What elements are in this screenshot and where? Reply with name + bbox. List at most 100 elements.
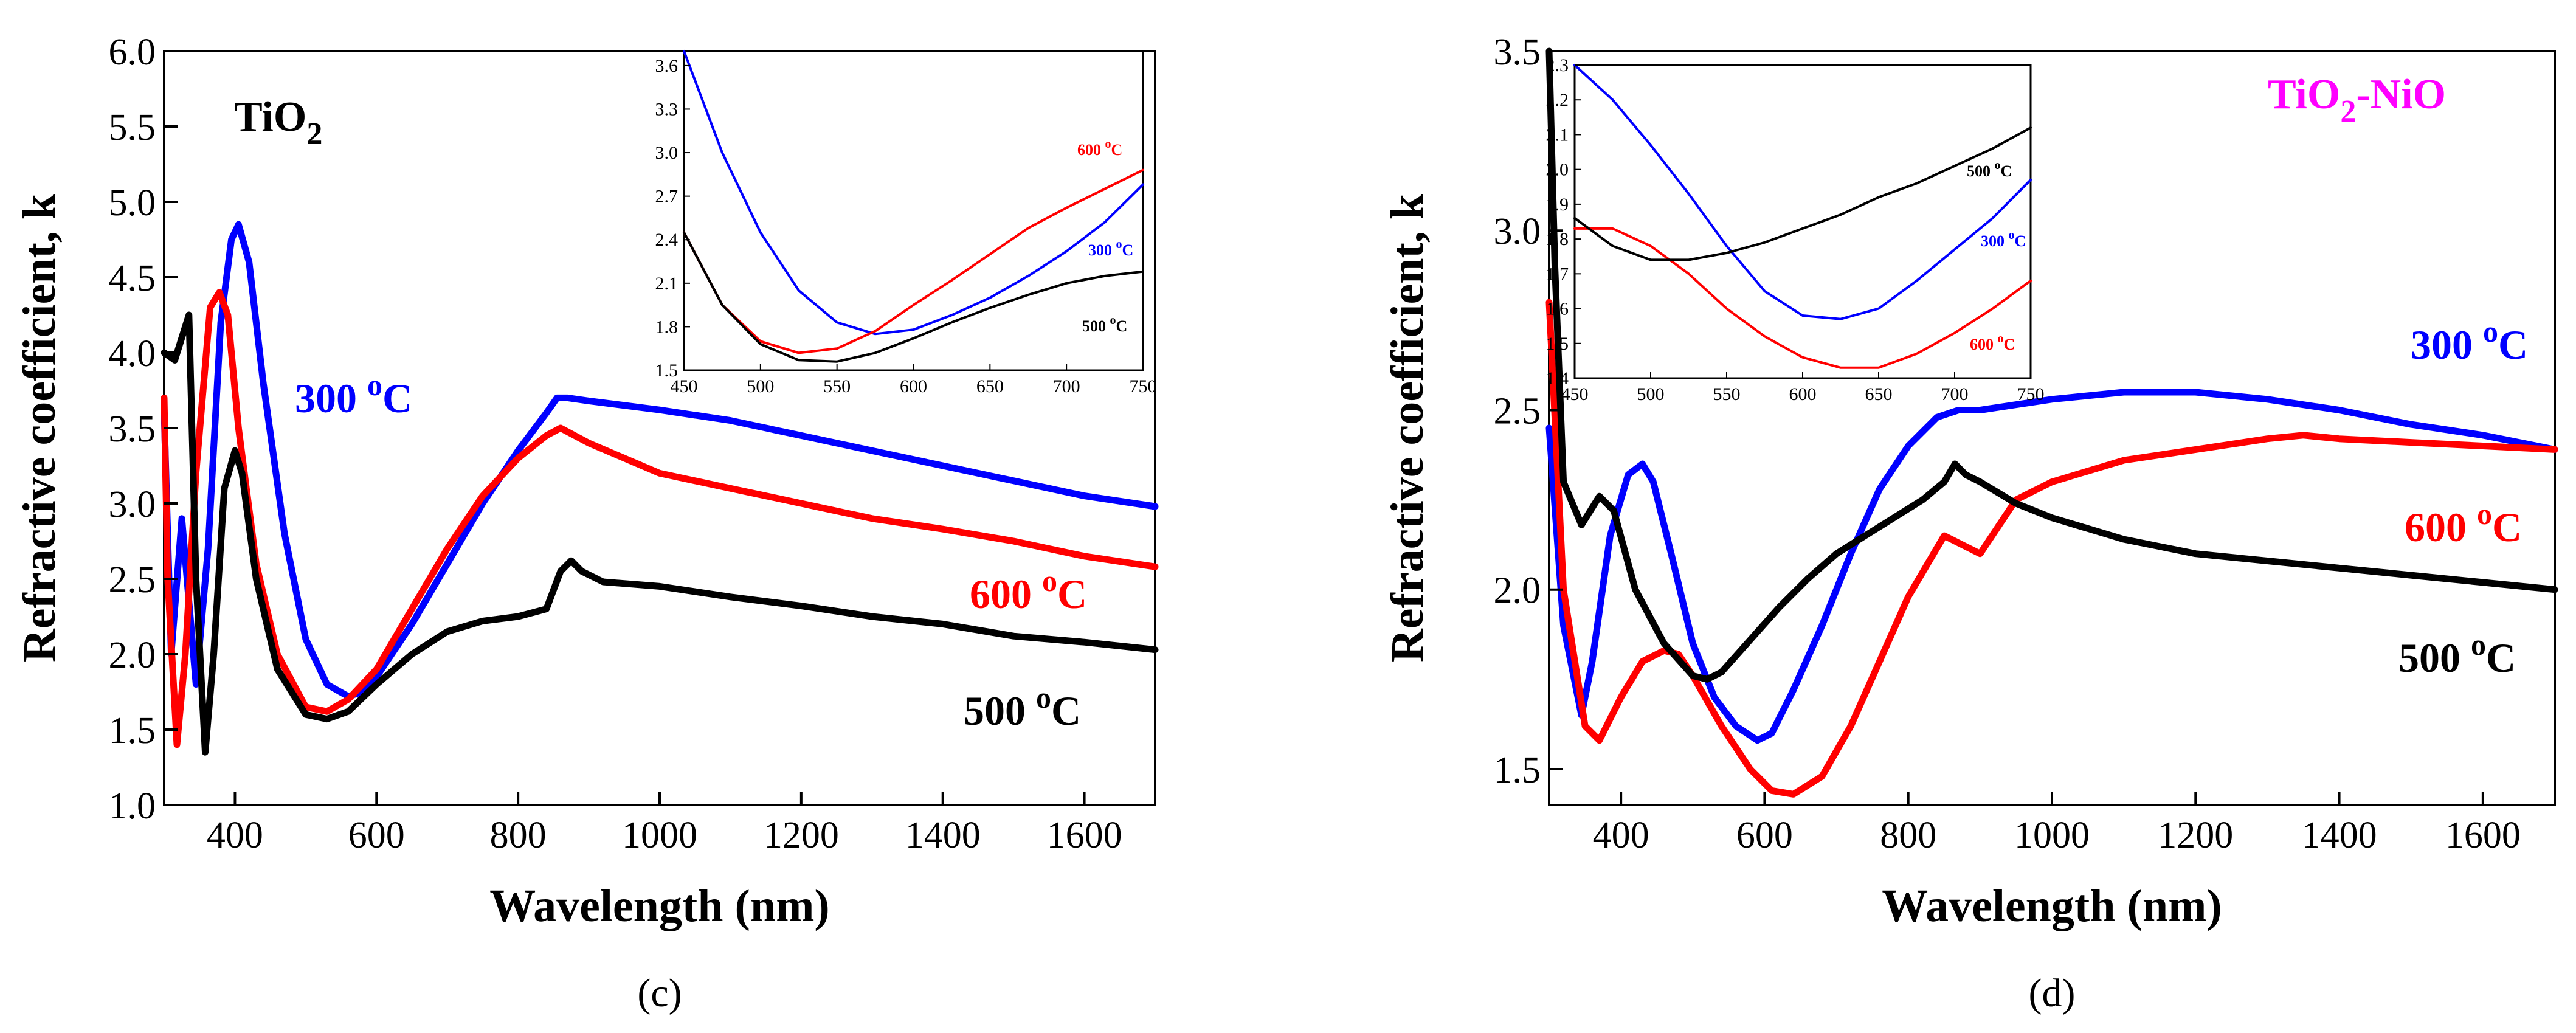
inset-label-500-degree: o [1995,159,2001,172]
inset-series-line-300 [683,50,1144,336]
series-label-500-value: 500 [2398,635,2471,681]
series-line-600 [1545,299,2558,798]
inset-series-line-300 [1573,64,2032,320]
inset-label-300-degree: o [1116,238,1122,251]
inset-label-600-unit: C [2004,336,2015,353]
series-line-500 [1545,47,2558,683]
series-label-600-degree: o [2477,497,2492,531]
inset-y-tick-label: 3.6 [655,56,679,76]
series-label-600-value: 600 [970,571,1042,617]
y-tick-label: 2.0 [1494,570,1541,612]
series-label-300: 300 oC [295,368,412,421]
inset-y-tick-label: 2.3 [1546,55,1569,75]
x-tick-label: 800 [490,815,547,856]
x-axis-label: Wavelength (nm) [489,880,829,931]
inset-label-500-value: 500 [1967,162,1995,180]
y-tick-label: 6.0 [109,32,156,73]
series-label-600-unit: C [1057,571,1087,617]
series-label-300-degree: o [2483,314,2498,348]
material-rest: -NiO [2356,71,2446,118]
inset-x-tick-label: 750 [1130,376,1157,396]
series-label-500-degree: o [1036,680,1051,714]
x-tick-label: 600 [348,815,405,856]
series-label-300-value: 300 [295,375,367,421]
series-label-500-value: 500 [964,688,1036,734]
inset-y-tick-label: 2.4 [655,230,679,250]
inset-label-300-unit: C [2015,232,2026,250]
x-tick-label: 1600 [2445,815,2521,856]
material-subscript: 2 [2340,94,2356,129]
series-label-300-unit: C [382,375,412,421]
inset-chart: 450 500 550 600 650 700 750 1.5 1.8 2.1 2.4 2.7 3.0 3… [655,50,1157,396]
inset-label-500-unit: C [1116,317,1128,335]
series-label-500-unit: C [2486,635,2516,681]
series-label-300: 300 oC [2411,314,2528,368]
chart-c: 400 600 800 1000 1200 1400 1600 1.0 1.5 2.0 2.5 3.0… [14,32,1159,1015]
x-axis-label: Wavelength (nm) [1882,880,2222,931]
material-main: TiO [234,94,306,140]
inset-x-tick-label: 500 [1637,384,1665,404]
y-tick-label: 3.5 [1494,32,1541,73]
inset-label-300: 300 oC [1981,229,2026,250]
inset-label-500: 500 oC [1082,314,1127,335]
inset-y-tick-label: 2.2 [1546,90,1569,110]
series-group [161,221,1159,756]
x-tick-label: 400 [1593,815,1649,856]
inset-x-tick-label: 700 [1941,384,1969,404]
inset-y-tick-label: 1.9 [1546,195,1569,215]
inset-label-600: 600 oC [1970,332,2015,353]
inset-label-300: 300 oC [1088,238,1133,259]
material-main: TiO [2268,71,2340,118]
x-tick-label: 1400 [905,815,981,856]
inset-frame [1573,64,2032,379]
inset-x-tick-label: 600 [1789,384,1817,404]
inset-label-600-unit: C [1111,141,1123,159]
inset-tick-group: 450 500 550 600 650 700 750 1.4 1.5 1.6 1.7 1.8 1.9 2… [1546,55,2045,404]
series-label-600-degree: o [1042,564,1057,598]
inset-series-line-600 [683,168,1144,354]
inset-x-tick-label: 650 [976,376,1004,396]
panel-label-d: (d) [2029,971,2076,1015]
inset-label-500-unit: C [2001,162,2012,180]
inset-series-line-500 [1573,126,2032,261]
x-tick-label: 800 [1880,815,1936,856]
y-tick-label: 3.0 [109,484,156,525]
series-label-600: 600 oC [970,564,1087,617]
inset-y-tick-label: 1.8 [655,317,679,337]
y-tick-label: 2.5 [109,559,156,601]
inset-y-tick-label: 2.0 [1546,160,1569,180]
inset-tick-group: 450 500 550 600 650 700 750 1.5 1.8 2.1 2.4 2.7 3.0 3… [655,56,1157,396]
inset-x-tick-label: 600 [900,376,927,396]
inset-y-tick-label: 1.7 [1546,264,1569,284]
series-label-500: 500 oC [964,680,1081,734]
inset-label-600-value: 600 [1970,336,1998,353]
inset-series-group [1573,64,2032,369]
y-tick-label: 1.5 [109,710,156,751]
x-tick-label: 600 [1736,815,1793,856]
material-subscript: 2 [306,117,322,151]
series-label-500-degree: o [2471,627,2486,662]
x-tick-label: 1600 [1047,815,1122,856]
inset-x-tick-label: 700 [1053,376,1080,396]
y-tick-label: 4.0 [109,333,156,375]
inset-label-300-value: 300 [1088,241,1116,259]
panel-label-c: (c) [637,971,682,1015]
series-label-600-unit: C [2492,504,2522,550]
series-label-600-value: 600 [2405,504,2477,550]
inset-label-500-degree: o [1110,314,1116,327]
inset-label-300-unit: C [1122,241,1134,259]
inset-y-tick-label: 1.5 [655,361,679,381]
y-tick-label: 1.5 [1494,750,1541,791]
inset-x-tick-label: 500 [747,376,774,396]
material-label: TiO2 [234,94,322,151]
x-tick-label: 1200 [2158,815,2233,856]
inset-series-line-600 [1573,227,2032,369]
inset-frame [683,50,1144,371]
inset-label-600-degree: o [1998,332,2004,345]
tick-group: 400 600 800 1000 1200 1400 1600 1.0 1.5 2.0 2.5 3.0… [109,32,1122,856]
inset-y-tick-label: 1.4 [1546,368,1569,389]
series-line-300 [1545,389,2558,744]
y-tick-label: 4.5 [109,258,156,299]
series-label-300-unit: C [2498,322,2528,368]
